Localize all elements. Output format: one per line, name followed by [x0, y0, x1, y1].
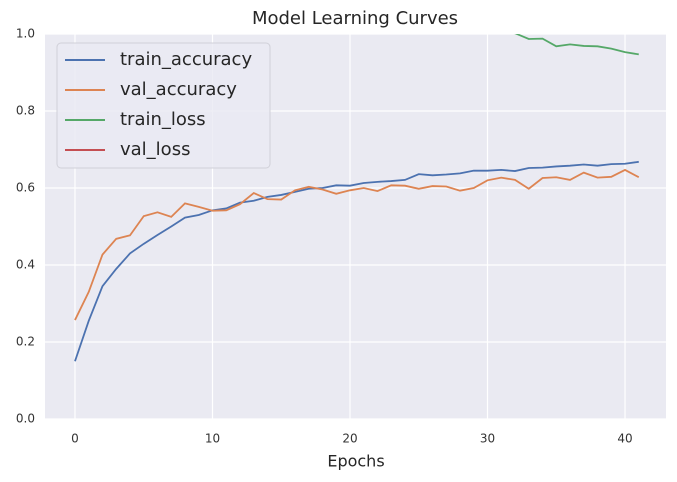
chart-title: Model Learning Curves	[252, 8, 458, 29]
x-tick-label: 10	[205, 432, 220, 446]
x-tick-label: 30	[480, 432, 495, 446]
x-tick-label: 20	[342, 432, 357, 446]
lines	[74, 34, 640, 362]
y-tick-label: 0.6	[16, 181, 35, 195]
y-tick-label: 0.0	[16, 412, 35, 426]
series-line	[74, 160, 639, 362]
series-line	[513, 34, 639, 56]
y-tick-label: 0.2	[16, 335, 35, 349]
x-tick-label: 0	[71, 432, 79, 446]
labels: 0.0 0.2 0.4 0.6 0.8 1.0 0 10 20 30 40	[16, 27, 633, 446]
x-tick-label: 40	[617, 432, 632, 446]
y-tick-label: 1.0	[16, 27, 35, 41]
legend: train_accuracy val_accuracy train_loss val_…	[56, 42, 271, 169]
series-line	[74, 168, 640, 321]
legend-label: val_accuracy	[120, 79, 237, 100]
legend-label: val_loss	[120, 139, 190, 160]
legend-label: train_accuracy	[120, 49, 252, 70]
legend-label: train_loss	[120, 109, 206, 130]
y-tick-label: 0.4	[16, 258, 35, 272]
legend-box	[56, 42, 271, 169]
x-axis-label: Epochs	[327, 452, 384, 471]
y-tick-label: 0.8	[16, 104, 35, 118]
